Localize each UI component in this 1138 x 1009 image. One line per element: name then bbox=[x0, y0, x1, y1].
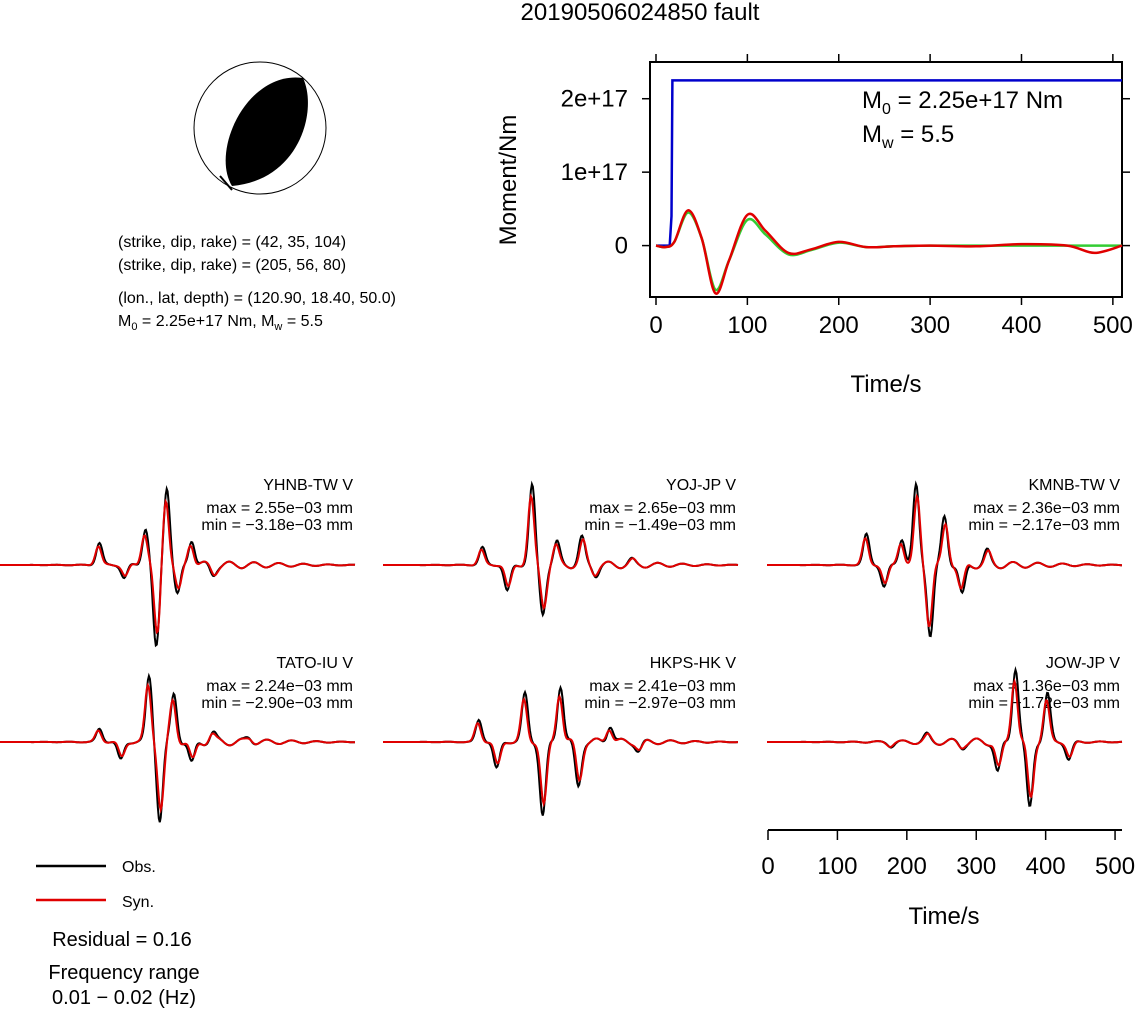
station-name: YHNB-TW V bbox=[263, 477, 353, 494]
frequency-range-value: 0.01 − 0.02 (Hz) bbox=[52, 987, 196, 1009]
focal-info: (strike, dip, rake) = (42, 35, 104) (str… bbox=[118, 234, 396, 333]
station-min: min = −2.97e−03 mm bbox=[584, 695, 736, 712]
moment-plot-frame bbox=[649, 61, 1123, 298]
moment-xtick-label: 0 bbox=[649, 312, 662, 339]
waveform-xtick-label: 400 bbox=[1026, 853, 1066, 880]
figure-title: 20190506024850 fault bbox=[521, 0, 760, 26]
station-max: max = 2.24e−03 mm bbox=[206, 678, 353, 695]
station-max: max = 1.36e−03 mm bbox=[973, 678, 1120, 695]
moment-xlabel: Time/s bbox=[850, 371, 921, 398]
residual-label: Residual = 0.16 bbox=[52, 929, 192, 951]
beachball-compression-quadrant bbox=[225, 77, 308, 186]
synthetic-waveform bbox=[0, 498, 356, 635]
legend-obs-label: Obs. bbox=[122, 859, 156, 876]
moment-summary: M0 = 2.25e+17 Nm, Mw = 5.5 bbox=[118, 313, 323, 333]
station-max: max = 2.36e−03 mm bbox=[973, 500, 1120, 517]
synthetic-waveform bbox=[383, 693, 738, 808]
moment-ylabel: Moment/Nm bbox=[495, 115, 522, 246]
synthetic-waveform bbox=[0, 682, 355, 814]
moment-ytick-label: 2e+17 bbox=[561, 86, 628, 113]
moment-xtick-label: 300 bbox=[910, 312, 950, 339]
moment-cumulative-line bbox=[656, 79, 1122, 247]
moment-xtick-label: 500 bbox=[1093, 312, 1133, 339]
station-min: min = −2.17e−03 mm bbox=[968, 517, 1120, 534]
moment-ytick-label: 0 bbox=[615, 233, 628, 260]
station-min: min = −1.72e−03 mm bbox=[968, 695, 1120, 712]
moment-annotation-mw: Mw = 5.5 bbox=[862, 121, 954, 152]
station-min: min = −1.49e−03 mm bbox=[584, 517, 736, 534]
waveform-xtick-label: 500 bbox=[1095, 853, 1135, 880]
moment-ytick-label: 1e+17 bbox=[561, 159, 628, 186]
station-max: max = 2.41e−03 mm bbox=[589, 678, 736, 695]
moment-xtick-label: 400 bbox=[1001, 312, 1041, 339]
moment-rate-red-line bbox=[655, 209, 1123, 295]
waveform-xtick-label: 300 bbox=[956, 853, 996, 880]
station-max: max = 2.65e−03 mm bbox=[589, 500, 736, 517]
beachball-nodal-tick bbox=[219, 175, 233, 191]
station-min: min = −2.90e−03 mm bbox=[201, 695, 353, 712]
legend-syn-label: Syn. bbox=[122, 894, 154, 911]
moment-function-plot: Moment/Nm Time/s M0 = 2.25e+17 Nm Mw = 5… bbox=[495, 54, 1133, 398]
synthetic-waveform bbox=[383, 493, 739, 611]
station-name: TATO-IU V bbox=[277, 655, 354, 672]
waveform-xtick-label: 100 bbox=[817, 853, 857, 880]
station-min: min = −3.18e−03 mm bbox=[201, 517, 353, 534]
moment-xtick-label: 200 bbox=[819, 312, 859, 339]
frequency-range-label: Frequency range bbox=[48, 962, 199, 984]
station-max: max = 2.55e−03 mm bbox=[206, 500, 353, 517]
synthetic-waveform bbox=[767, 493, 1122, 628]
focal-plane-1: (strike, dip, rake) = (42, 35, 104) bbox=[118, 234, 346, 251]
waveform-time-axis: Time/s 0 100 200 300 400 500 bbox=[761, 829, 1135, 930]
station-name: HKPS-HK V bbox=[650, 655, 737, 672]
waveform-xtick-label: 0 bbox=[761, 853, 774, 880]
synthetic-waveform bbox=[767, 678, 1123, 799]
moment-rate-green-line bbox=[655, 211, 1122, 292]
waveform-xlabel: Time/s bbox=[908, 903, 979, 930]
station-name: KMNB-TW V bbox=[1028, 477, 1120, 494]
hypocenter: (lon., lat, depth) = (120.90, 18.40, 50.… bbox=[118, 290, 396, 307]
moment-annotation-m0: M0 = 2.25e+17 Nm bbox=[862, 87, 1063, 118]
beachball bbox=[193, 61, 327, 195]
moment-xtick-label: 100 bbox=[727, 312, 767, 339]
focal-plane-2: (strike, dip, rake) = (205, 56, 80) bbox=[118, 257, 346, 274]
station-name: YOJ-JP V bbox=[666, 477, 736, 494]
waveform-xtick-label: 200 bbox=[887, 853, 927, 880]
legend: Obs. Syn. bbox=[36, 859, 156, 911]
station-name: JOW-JP V bbox=[1046, 655, 1120, 672]
